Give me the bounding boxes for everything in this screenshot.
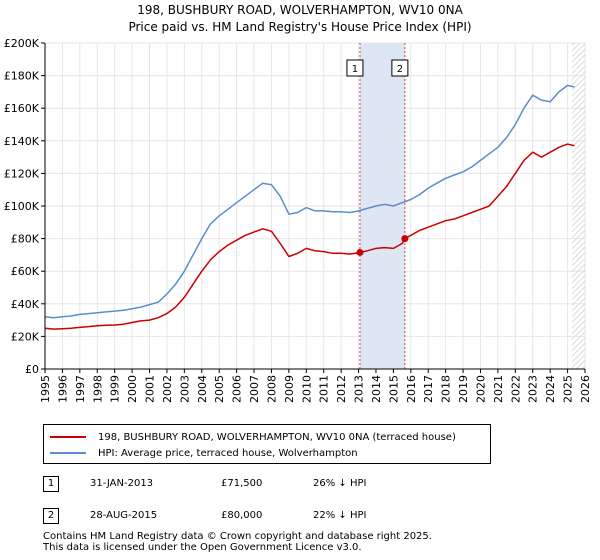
- x-tick-label: 2004: [196, 375, 209, 403]
- x-tick-label: 2016: [405, 375, 418, 403]
- sale-badge: 2: [43, 508, 59, 524]
- x-tick-label: 2001: [144, 375, 157, 403]
- x-tick-label: 2002: [161, 375, 174, 403]
- x-tick-label: 2006: [231, 375, 244, 403]
- x-tick-label: 2015: [387, 375, 400, 403]
- legend-label-hpi: HPI: Average price, terraced house, Wolv…: [98, 447, 358, 459]
- footer-line-copyright: Contains HM Land Registry data © Crown c…: [43, 531, 432, 542]
- y-tick-label: £180K: [4, 70, 40, 83]
- x-tick-label: 2012: [335, 375, 348, 403]
- sale-date: 28-AUG-2015: [90, 510, 158, 521]
- legend-swatch-property: [50, 436, 86, 438]
- x-tick-label: 2018: [440, 375, 453, 403]
- x-tick-label: 2010: [300, 375, 313, 403]
- sale-point: [356, 248, 364, 256]
- y-tick-label: £160K: [4, 102, 40, 115]
- x-tick-label: 2017: [422, 375, 435, 403]
- chart-title-address: 198, BUSHBURY ROAD, WOLVERHAMPTON, WV10 …: [137, 3, 463, 17]
- x-tick-label: 2013: [353, 375, 366, 403]
- sale-point: [401, 235, 409, 243]
- legend-item-hpi: HPI: Average price, terraced house, Wolv…: [50, 446, 358, 460]
- x-tick-label: 2003: [178, 375, 191, 403]
- property-price-line: [44, 143, 575, 330]
- x-tick-label: 1997: [74, 375, 87, 403]
- x-tick-label: 2022: [509, 375, 522, 403]
- x-tick-label: 2021: [492, 375, 505, 403]
- x-tick-label: 2009: [283, 375, 296, 403]
- sale-label-text: 1: [352, 64, 358, 75]
- legend-swatch-hpi: [50, 452, 86, 454]
- footer-attribution: Contains HM Land Registry data © Crown c…: [43, 531, 432, 553]
- y-tick-label: £80K: [11, 233, 40, 246]
- x-tick-label: 2008: [265, 375, 278, 403]
- x-tick-label: 2007: [248, 375, 261, 403]
- sale-price: £71,500: [221, 478, 263, 489]
- x-tick-label: 2025: [562, 375, 575, 403]
- sale-label-box: [346, 59, 364, 77]
- x-tick-label: 1996: [56, 375, 69, 403]
- x-tick-label: 2023: [527, 375, 540, 403]
- x-tick-label: 1999: [109, 375, 122, 403]
- chart-legend: 198, BUSHBURY ROAD, WOLVERHAMPTON, WV10 …: [43, 424, 491, 464]
- sale-label-box: [391, 59, 409, 77]
- legend-label-property: 198, BUSHBURY ROAD, WOLVERHAMPTON, WV10 …: [98, 431, 456, 443]
- y-tick-label: £200K: [4, 37, 40, 50]
- y-tick-label: £40K: [11, 298, 40, 311]
- legend-item-property: 198, BUSHBURY ROAD, WOLVERHAMPTON, WV10 …: [50, 430, 456, 444]
- hpi-line: [44, 84, 575, 319]
- sale-row: 1 31-JAN-2013 £71,500 26% ↓ HPI: [43, 474, 573, 494]
- sale-hpi-delta: 22% ↓ HPI: [313, 510, 367, 521]
- x-tick-label: 2005: [213, 375, 226, 403]
- sale-row: 2 28-AUG-2015 £80,000 22% ↓ HPI: [43, 506, 573, 526]
- sale-badge: 1: [43, 476, 59, 492]
- y-tick-label: £120K: [4, 167, 40, 180]
- x-tick-label: 2000: [126, 375, 139, 403]
- x-tick-label: 2026: [579, 375, 592, 403]
- y-tick-label: £100K: [4, 200, 40, 213]
- x-tick-label: 1995: [39, 375, 52, 403]
- chart-subtitle: Price paid vs. HM Land Registry's House …: [128, 20, 472, 34]
- x-tick-label: 2024: [544, 375, 557, 403]
- sale-label-text: 2: [397, 64, 403, 75]
- sale-hpi-delta: 26% ↓ HPI: [313, 478, 367, 489]
- forecast-hatch-region: [571, 43, 585, 369]
- x-tick-label: 2011: [318, 375, 331, 403]
- sales-table: 1 31-JAN-2013 £71,500 26% ↓ HPI 2 28-AUG…: [43, 474, 573, 538]
- sale-date: 31-JAN-2013: [90, 478, 154, 489]
- y-tick-label: £60K: [11, 265, 40, 278]
- sale-price: £80,000: [221, 510, 263, 521]
- footer-line-licence: This data is licensed under the Open Gov…: [43, 542, 362, 553]
- y-tick-label: £140K: [4, 135, 40, 148]
- x-tick-label: 1998: [91, 375, 104, 403]
- x-tick-label: 2020: [474, 375, 487, 403]
- y-tick-label: £0: [25, 363, 39, 376]
- price-chart: 1 2 £0 £20K £40K £60K £80K £100K £120K £140K £160K…: [4, 37, 592, 403]
- x-tick-label: 2019: [457, 375, 470, 403]
- y-tick-label: £20K: [11, 330, 40, 343]
- x-tick-label: 2014: [370, 375, 383, 403]
